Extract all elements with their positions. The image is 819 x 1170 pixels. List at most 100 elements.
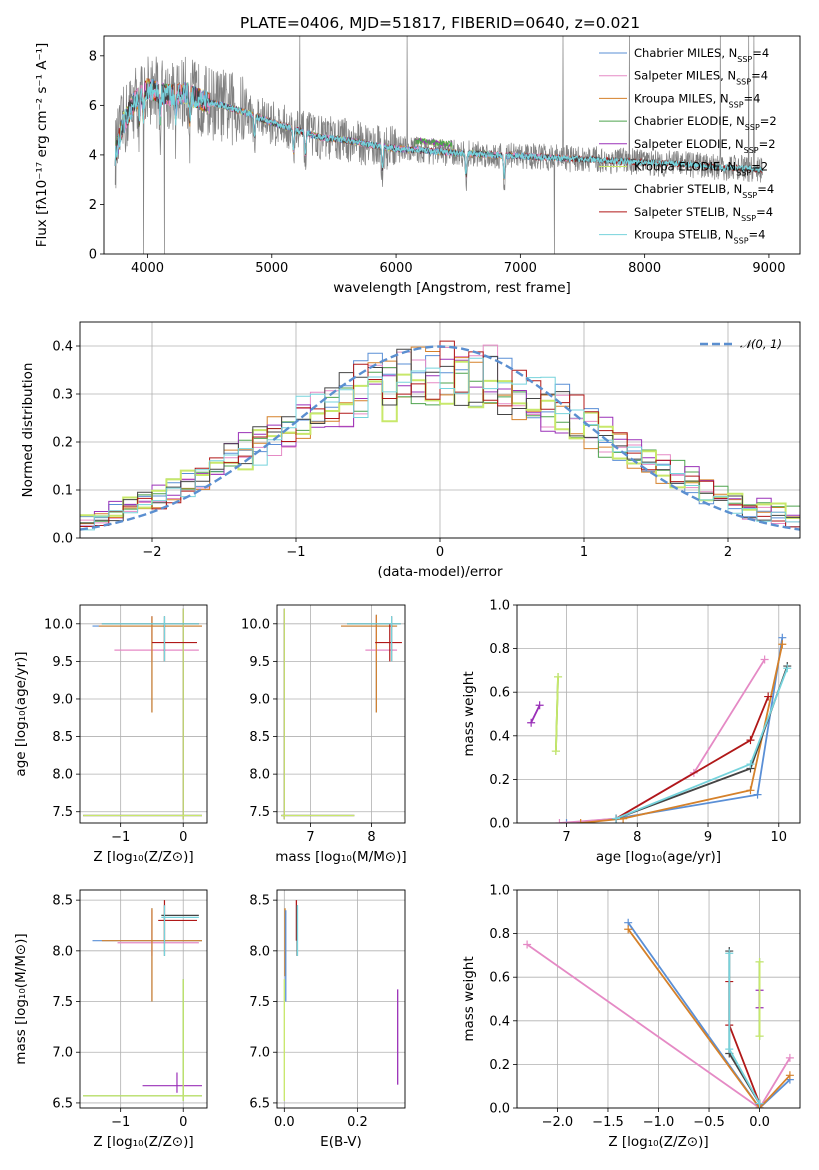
y-tick-label: 0.3 — [52, 388, 73, 403]
x-tick-label: 7000 — [504, 261, 537, 276]
x-axis-label: Z [log₁₀(Z/Z⊙)] — [93, 849, 193, 865]
y-tick-label: 0.2 — [489, 1058, 510, 1073]
x-tick-label: 1 — [580, 545, 588, 560]
x-tick-label: −1 — [111, 1115, 130, 1130]
weight_age-axes: 7 8 9 10 0.0 0.2 0.4 0.6 0.8 1.0 age [log₁₀(age/yr… — [461, 599, 801, 865]
legend-entry: Chabrier ELODIE, NSSP=2 — [634, 114, 777, 132]
y-tick-label: 0.0 — [489, 817, 510, 832]
x-tick-label: 6000 — [380, 261, 413, 276]
x-tick-label: 0.0 — [274, 1115, 295, 1130]
x-tick-label: 8 — [367, 830, 375, 845]
legend-entry: Chabrier STELIB, NSSP=4 — [634, 182, 774, 200]
weight-marker — [612, 814, 621, 823]
weight-marker — [753, 790, 762, 799]
weight-marker — [746, 786, 755, 795]
y-tick-label: 6.5 — [52, 1096, 73, 1111]
x-tick-label: 9 — [704, 830, 712, 845]
x-tick-label: 8 — [633, 830, 641, 845]
y-tick-label: 8.0 — [249, 944, 270, 959]
figure-title: PLATE=0406, MJD=51817, FIBERID=0640, z=0… — [240, 14, 640, 32]
spectrum-plot-area — [114, 36, 763, 254]
weight_Z-axes: −2.0 −1.5 −1.0 −0.5 0.0 0.0 0.2 0.4 0.6 0.8 1.0 Z [… — [461, 884, 801, 1150]
y-tick-label: 8.5 — [249, 894, 270, 909]
y-tick-label: 7.5 — [249, 805, 270, 820]
y-tick-label: 10.0 — [44, 617, 73, 632]
y-axis-label: mass weight — [461, 956, 477, 1041]
y-tick-label: 7.0 — [52, 1046, 73, 1061]
y-tick-label: 0.8 — [489, 927, 510, 942]
x-axis-label: mass [log₁₀(M/M⊙)] — [275, 849, 406, 865]
x-tick-label: −1.0 — [643, 1115, 675, 1130]
spectrum-legend: Chabrier MILES, NSSP=4 Salpeter MILES, NS… — [599, 46, 777, 245]
x-axis-label: (data-model)/error — [377, 564, 503, 580]
weight-marker — [746, 760, 755, 769]
x-tick-label: −2.0 — [542, 1115, 574, 1130]
legend-entry: Salpeter ELODIE, NSSP=2 — [634, 137, 776, 155]
weight-marker — [755, 1032, 764, 1041]
x-tick-label: 0.2 — [347, 1115, 368, 1130]
x-tick-label: 8000 — [628, 261, 661, 276]
weight_Z-plot-area — [523, 918, 794, 1108]
age_mass-axes: 7 8 7.5 8.0 8.5 9.0 9.5 10.0 mass [log₁₀(M/M⊙)] — [241, 604, 407, 865]
weight-marker — [725, 1045, 734, 1054]
x-tick-label: 7 — [562, 830, 570, 845]
model-line-kroupa-stelib — [114, 78, 763, 179]
weight-marker — [562, 819, 571, 823]
y-tick-label: 8.0 — [52, 944, 73, 959]
axes-frame — [79, 889, 208, 1109]
y-tick-label: 0.0 — [489, 1102, 510, 1117]
weight-line-salpeter-stelib — [615, 696, 770, 820]
weight-marker — [755, 957, 764, 966]
x-tick-label: 7 — [306, 830, 314, 845]
axes-frame — [276, 604, 406, 824]
legend-entry: Chabrier MILES, NSSP=4 — [634, 46, 769, 64]
y-tick-label: 7.5 — [52, 805, 73, 820]
legend-entry: Kroupa MILES, NSSP=4 — [634, 91, 760, 109]
y-tick-label: 0.6 — [489, 971, 510, 986]
y-tick-label: 7.5 — [52, 995, 73, 1010]
x-tick-label: 2 — [724, 545, 732, 560]
y-tick-label: 4 — [89, 148, 97, 163]
weight_age-plot-area — [527, 633, 792, 823]
x-axis-label: Z [log₁₀(Z/Z⊙)] — [93, 1134, 193, 1150]
y-tick-label: 1.0 — [489, 599, 510, 614]
y-tick-label: 0.1 — [52, 484, 73, 499]
y-tick-label: 0.4 — [489, 729, 510, 744]
legend-entry-gaussian: 𝒩(0, 1) — [740, 337, 782, 351]
y-tick-label: 0.8 — [489, 642, 510, 657]
y-tick-label: 8.5 — [52, 730, 73, 745]
y-axis-label: Normed distribution — [20, 363, 36, 498]
y-axis-label: mass [log₁₀(M/M⊙)] — [13, 933, 29, 1064]
y-tick-label: 8.5 — [52, 894, 73, 909]
residuals-axes: −2 −1 0 1 2 0.0 0.1 0.2 0.3 0.4 (data-model)/error… — [20, 321, 801, 580]
weight-marker — [785, 1053, 794, 1062]
axes-frame — [79, 321, 801, 539]
y-tick-label: 10.0 — [241, 617, 270, 632]
weight-marker — [760, 655, 769, 664]
axes-frame — [516, 604, 801, 824]
histogram-kroupa-elodie — [80, 360, 800, 519]
y-tick-label: 6 — [89, 99, 97, 114]
weight-line-salpeter-miles — [526, 943, 791, 1108]
weight-line-chabrier-stelib — [728, 951, 761, 1105]
weight-marker — [783, 664, 792, 673]
weight-marker — [535, 701, 544, 710]
weight-marker — [523, 940, 532, 949]
x-axis-label: wavelength [Angstrom, rest frame] — [333, 280, 571, 296]
y-axis-label: age [log₁₀(age/yr)] — [13, 651, 29, 776]
weight-line-salpeter-elodie — [530, 704, 541, 724]
x-tick-label: 10 — [771, 830, 788, 845]
x-axis-label: Z [log₁₀(Z/Z⊙)] — [608, 1134, 708, 1150]
x-tick-label: 0.0 — [749, 1115, 770, 1130]
histogram-kroupa-stelib — [80, 357, 800, 531]
weight-marker — [778, 640, 787, 649]
y-tick-label: 1.0 — [489, 884, 510, 899]
y-tick-label: 0.6 — [489, 686, 510, 701]
y-tick-label: 8.5 — [249, 730, 270, 745]
weight-line-kroupa-stelib — [728, 953, 761, 1105]
age_Z-axes: −1 0 7.5 8.0 8.5 9.0 9.5 10.0 Z [log₁₀(Z/Z⊙)] age… — [13, 604, 208, 865]
x-tick-label: −2 — [142, 545, 161, 560]
spectrum-axes: 4000 5000 6000 7000 8000 9000 0 2 4 6 8 wavelength … — [34, 35, 801, 296]
y-axis-label: Flux [fλ10⁻¹⁷ erg cm⁻² s⁻¹ A⁻¹] — [34, 43, 50, 248]
